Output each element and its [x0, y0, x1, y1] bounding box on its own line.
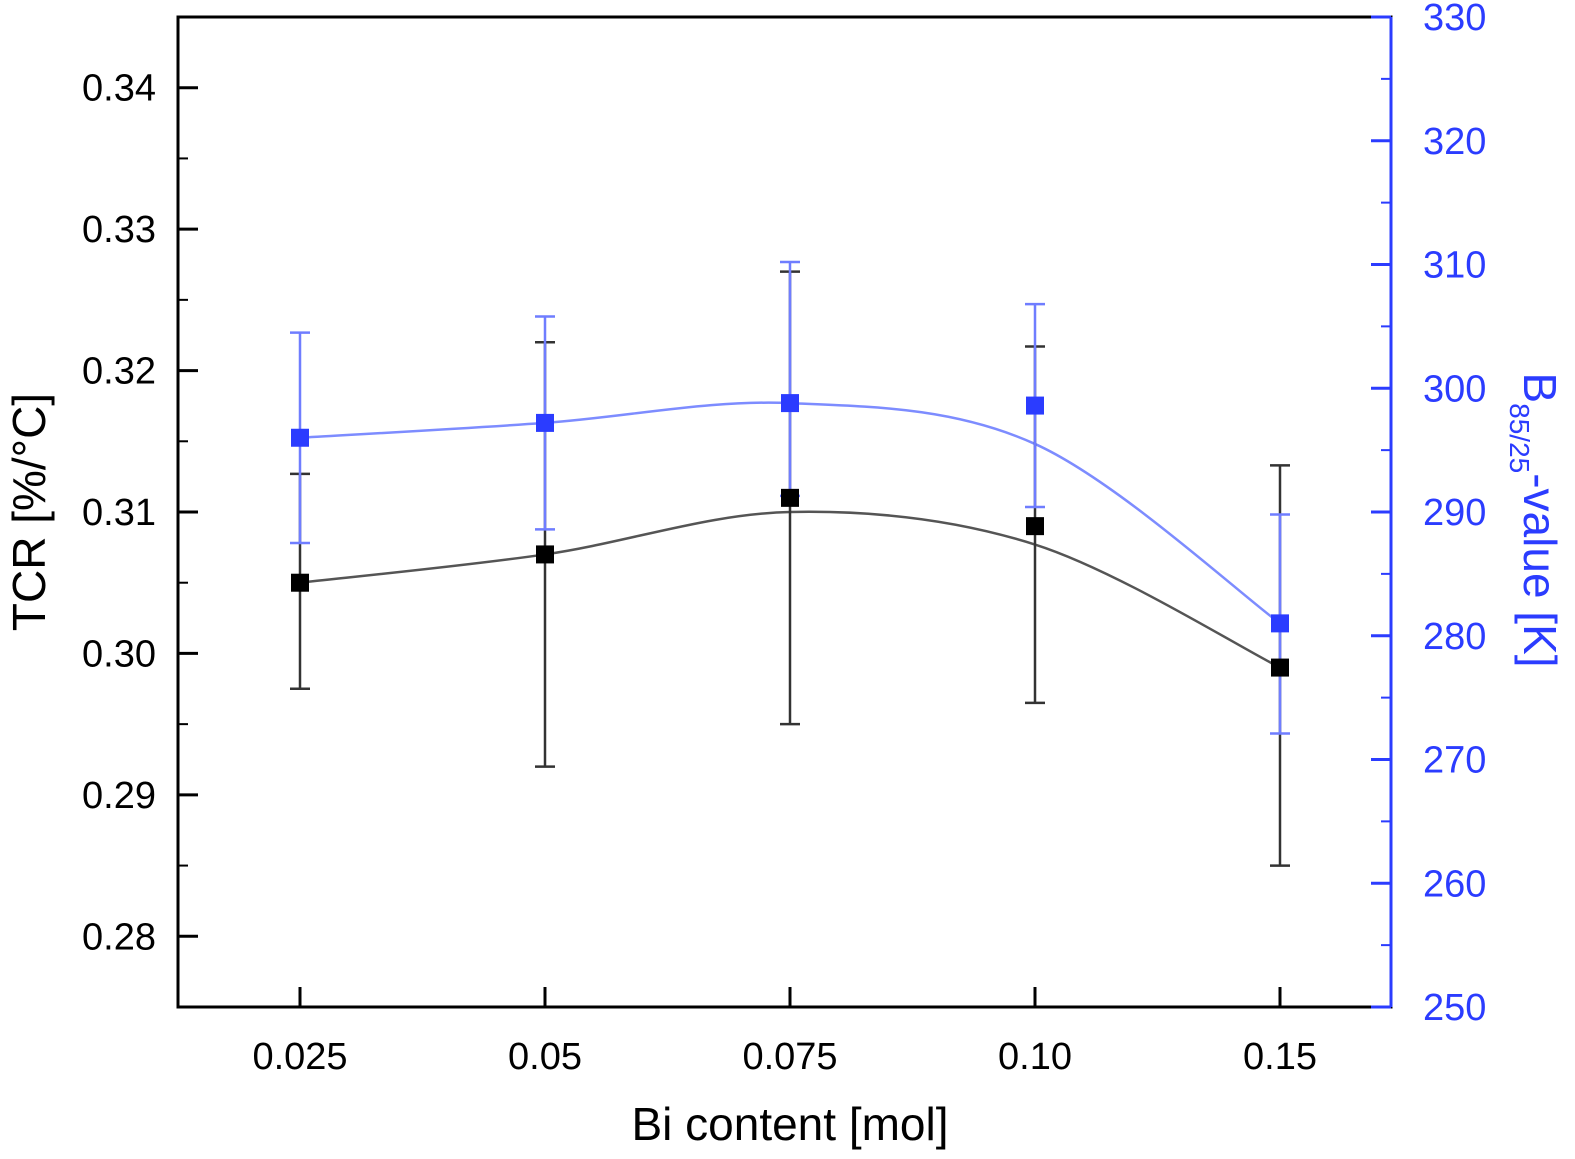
right-data-point [1271, 614, 1289, 633]
right-tick-label: 330 [1423, 0, 1486, 39]
x-tick-label: 0.025 [252, 1036, 347, 1078]
data-markers [291, 394, 1289, 677]
left-data-point [781, 488, 799, 507]
left-tick-label: 0.29 [82, 775, 156, 817]
x-tick-label: 0.075 [742, 1036, 837, 1078]
left-data-point [536, 545, 554, 564]
right-tick-label: 320 [1423, 121, 1486, 163]
right-tick-label: 260 [1423, 863, 1486, 905]
x-tick-label: 0.15 [1243, 1036, 1317, 1078]
right-data-point [781, 394, 799, 413]
right-axis-ticks: 250 260 270 280 290 300 310 320 330 [1371, 0, 1486, 1029]
right-data-point [1026, 396, 1044, 415]
right-axis-title-rest: -value [K] [1514, 473, 1566, 667]
left-tick-label: 0.28 [82, 916, 156, 958]
right-tick-label: 290 [1423, 492, 1486, 534]
left-tick-label: 0.34 [82, 68, 156, 110]
right-data-point [291, 428, 309, 447]
left-data-point [291, 573, 309, 592]
right-axis-title-main: B [1514, 372, 1566, 403]
x-tick-label: 0.05 [508, 1036, 582, 1078]
right-tick-label: 300 [1423, 368, 1486, 410]
right-data-point [536, 413, 554, 432]
x-axis-ticks: 0.025 0.05 0.075 0.10 0.15 [252, 987, 1317, 1078]
left-tick-label: 0.30 [82, 633, 156, 675]
right-tick-label: 280 [1423, 616, 1486, 658]
left-axis-ticks: 0.28 0.29 0.30 0.31 0.32 0.33 0.34 [82, 68, 198, 1008]
x-axis-title: Bi content [mol] [631, 1098, 948, 1150]
left-axis-title: TCR [%/°C] [3, 393, 55, 631]
x-tick-label: 0.10 [998, 1036, 1072, 1078]
right-axis-title: B85/25-value [K] [1504, 372, 1566, 667]
right-tick-label: 270 [1423, 740, 1486, 782]
right-tick-label: 250 [1423, 987, 1486, 1029]
right-tick-label: 310 [1423, 245, 1486, 287]
left-tick-label: 0.32 [82, 351, 156, 393]
right-axis-title-sub: 85/25 [1504, 403, 1535, 473]
left-data-point [1026, 517, 1044, 536]
left-tick-label: 0.31 [82, 492, 156, 534]
left-tick-label: 0.33 [82, 209, 156, 251]
error-bars [290, 260, 1290, 867]
left-data-point [1271, 658, 1289, 677]
